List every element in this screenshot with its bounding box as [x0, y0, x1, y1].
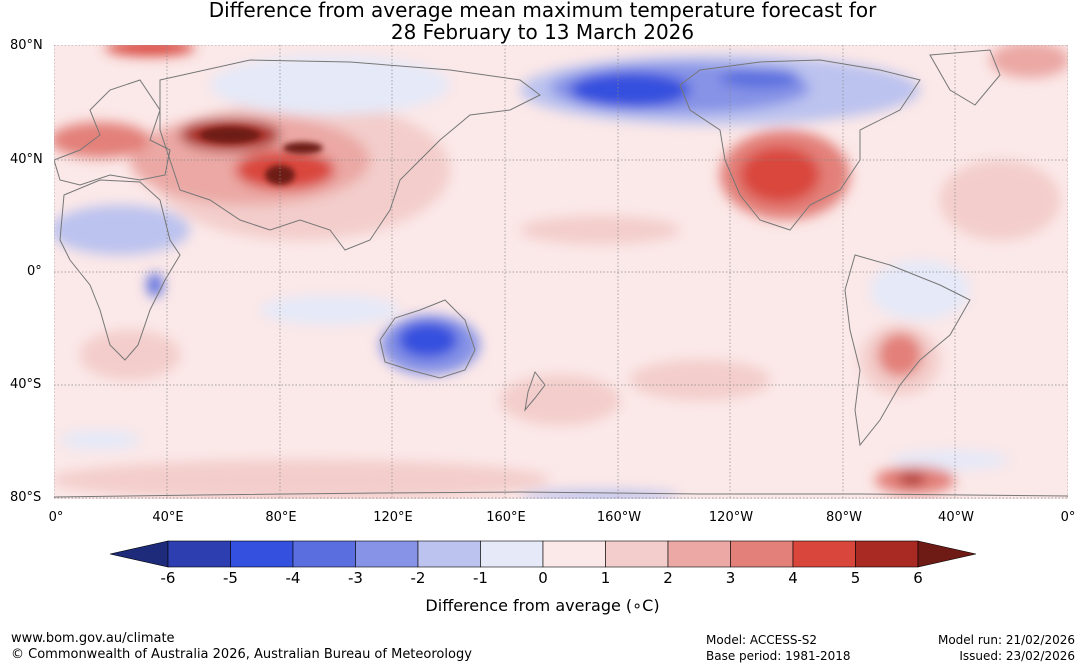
lon-label-160e: 160°E: [486, 510, 526, 525]
warm-anomaly-band: [940, 160, 1060, 240]
warm-anomaly-band: [54, 460, 550, 499]
lon-label-160w: 160°W: [596, 510, 642, 525]
warm-anomaly-area: [105, 45, 195, 56]
warm-anomaly-band: [80, 330, 180, 380]
colorbar-tick: -2: [410, 569, 426, 587]
europe-outline: [54, 79, 171, 186]
colorbar-segment: [167, 540, 231, 568]
colorbar: [109, 540, 977, 568]
colorbar-arrow-low: [109, 540, 169, 568]
colorbar-segment: [480, 540, 544, 568]
cool-anomaly-area: [54, 205, 190, 255]
lat-label-equator: 0°: [27, 264, 42, 279]
colorbar-label: Difference from average (∘C): [425, 596, 660, 615]
colorbar-tick: 4: [788, 569, 798, 587]
cool-anomaly-area: [870, 260, 970, 320]
warm-anomaly-area: [898, 473, 926, 485]
lon-label-0-right: 0°: [1060, 510, 1076, 525]
greenland-outline: [929, 49, 1001, 106]
asia-outline: [159, 59, 541, 251]
colorbar-tick: -1: [473, 569, 488, 587]
africa-outline: [59, 179, 181, 361]
footer-copyright: © Commonwealth of Australia 2026, Austra…: [11, 647, 472, 662]
lat-label-40s: 40°S: [10, 377, 42, 392]
lon-label-40e: 40°E: [152, 510, 184, 525]
cool-anomaly-area: [720, 68, 800, 88]
footer-model-run: Model run: 21/02/2026: [937, 633, 1075, 647]
colorbar-segment: [730, 540, 794, 568]
lat-label-40n: 40°N: [10, 152, 43, 167]
antarctica-outline: [54, 491, 1068, 498]
australia-outline: [379, 299, 476, 379]
cool-anomaly-area: [570, 72, 690, 108]
warm-anomaly-area: [54, 122, 150, 158]
footer-url: www.bom.gov.au/climate: [11, 631, 175, 646]
warm-anomaly-band: [630, 360, 770, 400]
colorbar-tick: -5: [223, 569, 238, 587]
lon-label-40w: 40°W: [938, 510, 974, 525]
lat-label-80n: 80°N: [10, 38, 43, 53]
footer-base-period: Base period: 1981-2018: [706, 649, 851, 663]
cool-anomaly-area: [890, 450, 1010, 470]
colorbar-segment: [855, 540, 919, 568]
colorbar-tick: 0: [538, 569, 548, 587]
colorbar-tick: 1: [600, 569, 611, 587]
anomaly-map: [54, 45, 1068, 499]
warm-anomaly-area: [878, 333, 922, 377]
cool-anomaly-area: [260, 295, 400, 325]
hot-spot: [283, 142, 323, 154]
north-america-outline: [679, 59, 921, 231]
warm-anomaly-area: [740, 147, 820, 203]
colorbar-tick: 2: [663, 569, 673, 587]
chart-title-line1: Difference from average mean maximum tem…: [208, 0, 877, 22]
lat-label-80s: 80°S: [10, 490, 42, 505]
warm-anomaly-area: [990, 45, 1068, 78]
colorbar-arrow-high: [917, 540, 977, 568]
colorbar-segment: [355, 540, 419, 568]
lon-label-80w: 80°W: [826, 510, 862, 525]
lon-label-80e: 80°E: [265, 510, 297, 525]
footer-model: Model: ACCESS-S2: [706, 633, 818, 647]
colorbar-tick: -4: [285, 569, 301, 587]
gridlines: [54, 45, 1068, 499]
south-america-outline: [844, 254, 971, 447]
colorbar-tick: -3: [348, 569, 363, 587]
lon-label-120e: 120°E: [373, 510, 413, 525]
colorbar-segment: [292, 540, 356, 568]
colorbar-tick: 6: [913, 569, 923, 587]
colorbar-segment: [542, 540, 606, 568]
colorbar-segment: [667, 540, 731, 568]
colorbar-segment: [792, 540, 856, 568]
cool-anomaly-area: [60, 430, 140, 450]
hot-spot: [200, 127, 260, 143]
colorbar-segment: [417, 540, 481, 568]
cool-anomaly-area: [210, 55, 450, 115]
warm-anomaly-band: [520, 216, 680, 244]
colorbar-segment: [605, 540, 669, 568]
lon-label-120w: 120°W: [708, 510, 754, 525]
cool-anomaly-area: [398, 322, 458, 358]
lon-label-0-left: 0°: [48, 510, 64, 525]
colorbar-tick: 3: [725, 569, 736, 587]
footer-issued: Issued: 23/02/2026: [959, 649, 1075, 663]
colorbar-tick: 5: [850, 569, 861, 587]
anomaly-patches: [54, 45, 1068, 499]
colorbar-segment: [230, 540, 294, 568]
chart-title-line2: 28 February to 13 March 2026: [390, 20, 695, 44]
colorbar-tick: -6: [160, 569, 176, 587]
new-zealand-outline: [524, 370, 546, 412]
coastlines: [54, 49, 1068, 498]
